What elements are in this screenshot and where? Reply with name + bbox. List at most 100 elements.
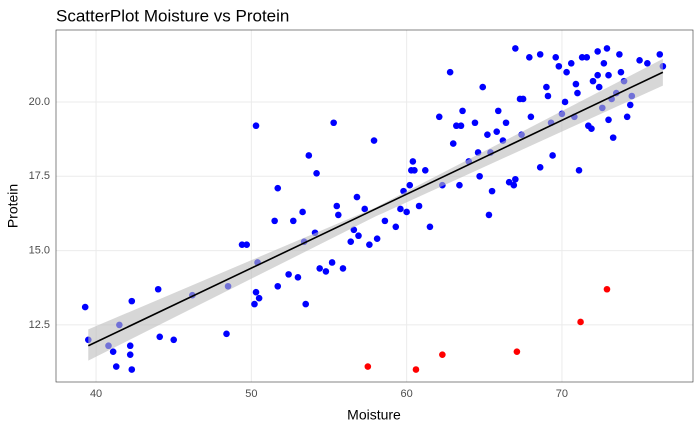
point (476, 172, 483, 180)
point (403, 208, 410, 216)
point (512, 45, 519, 52)
point (289, 217, 297, 225)
point (392, 223, 400, 231)
point (435, 113, 443, 121)
point (274, 184, 282, 192)
point (485, 211, 493, 219)
point (347, 238, 355, 245)
point (154, 285, 162, 293)
point (449, 140, 457, 147)
fit-line (87, 71, 664, 347)
point (605, 116, 612, 124)
y-tick-label: 17.5 (29, 170, 50, 182)
point (536, 164, 544, 171)
point (575, 167, 583, 174)
x-tick-label: 50 (245, 388, 257, 400)
point (339, 265, 347, 272)
point (330, 119, 337, 127)
point (594, 48, 601, 55)
point (623, 113, 631, 121)
point (274, 282, 282, 290)
point (561, 98, 569, 106)
point (578, 54, 586, 61)
point (563, 68, 570, 76)
point (536, 51, 544, 58)
point (544, 92, 552, 100)
point (370, 137, 378, 144)
point (271, 217, 278, 225)
point (294, 274, 302, 281)
point (415, 202, 423, 210)
point (81, 303, 89, 311)
point (526, 54, 533, 61)
point (488, 187, 496, 195)
point (479, 83, 487, 91)
point (126, 351, 134, 358)
point (656, 51, 664, 58)
point (644, 59, 651, 67)
point (411, 167, 418, 174)
y-axis-label: Protein (5, 184, 21, 228)
point (453, 122, 460, 130)
point (589, 77, 597, 85)
point (603, 45, 611, 52)
point (617, 68, 625, 76)
point (355, 232, 362, 240)
point (397, 205, 404, 213)
point (170, 336, 178, 344)
point (600, 59, 608, 67)
point (223, 330, 230, 338)
point (494, 107, 502, 115)
point (406, 181, 414, 189)
point (502, 119, 510, 127)
point (333, 202, 341, 210)
point (381, 217, 389, 225)
point (238, 241, 246, 248)
point (316, 265, 323, 272)
x-tick-label: 40 (90, 388, 102, 400)
point (353, 193, 361, 201)
x-axis-label: Moisture (347, 407, 401, 423)
point (636, 57, 643, 64)
chart-title: ScatterPlot Moisture vs Protein (56, 6, 289, 25)
point (626, 101, 634, 109)
y-tick-label: 20.0 (29, 96, 50, 108)
y-tick-label: 12.5 (29, 319, 50, 331)
point (471, 119, 479, 127)
point (255, 294, 263, 302)
point (510, 181, 518, 189)
point (567, 59, 575, 67)
point (577, 318, 584, 326)
point (439, 351, 446, 358)
point (459, 107, 466, 115)
point (373, 235, 381, 243)
point (252, 122, 260, 130)
point (421, 167, 429, 174)
point (572, 80, 580, 88)
point (128, 366, 136, 373)
point (456, 181, 463, 189)
point (285, 271, 292, 278)
point (109, 348, 117, 355)
point (512, 175, 519, 183)
point (555, 62, 563, 70)
point (616, 51, 623, 58)
point (112, 363, 120, 370)
point (574, 89, 581, 97)
point (552, 54, 560, 61)
point (519, 95, 527, 103)
point (446, 68, 454, 76)
point (603, 285, 611, 293)
x-tick-label: 70 (556, 388, 568, 400)
point (251, 300, 258, 308)
point (243, 241, 250, 248)
point (126, 342, 134, 350)
point (361, 205, 369, 213)
point (412, 366, 420, 373)
point (252, 288, 260, 296)
point (583, 54, 591, 61)
panel-border (55, 29, 694, 383)
point (322, 268, 330, 275)
point (156, 333, 164, 341)
